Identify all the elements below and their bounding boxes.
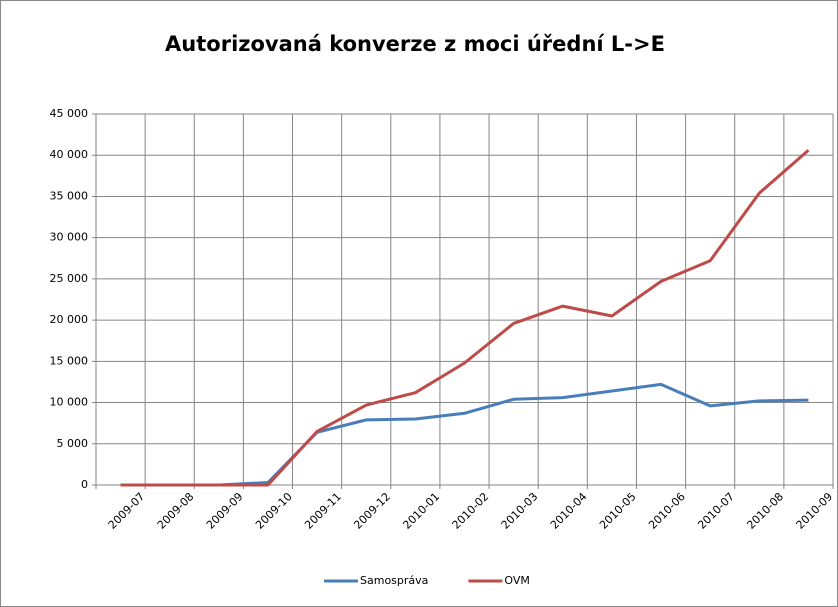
y-tick-label: 30 000 [50,231,89,244]
y-tick-label: 35 000 [50,189,89,202]
series-line [120,149,810,487]
y-tick-label: 20 000 [50,313,89,326]
legend-label: Samospráva [360,574,428,587]
y-tick-label: 5 000 [57,437,89,450]
chart-title: Autorizovaná konverze z moci úřední L->E [165,32,665,56]
y-tick-label: 10 000 [50,396,89,409]
y-tick-label: 25 000 [50,272,89,285]
y-tick-label: 40 000 [50,148,89,161]
y-tick-label: 0 [81,478,88,491]
y-tick-label: 15 000 [50,354,89,367]
y-tick-label: 45 000 [50,107,89,120]
legend-label: OVM [504,574,529,587]
